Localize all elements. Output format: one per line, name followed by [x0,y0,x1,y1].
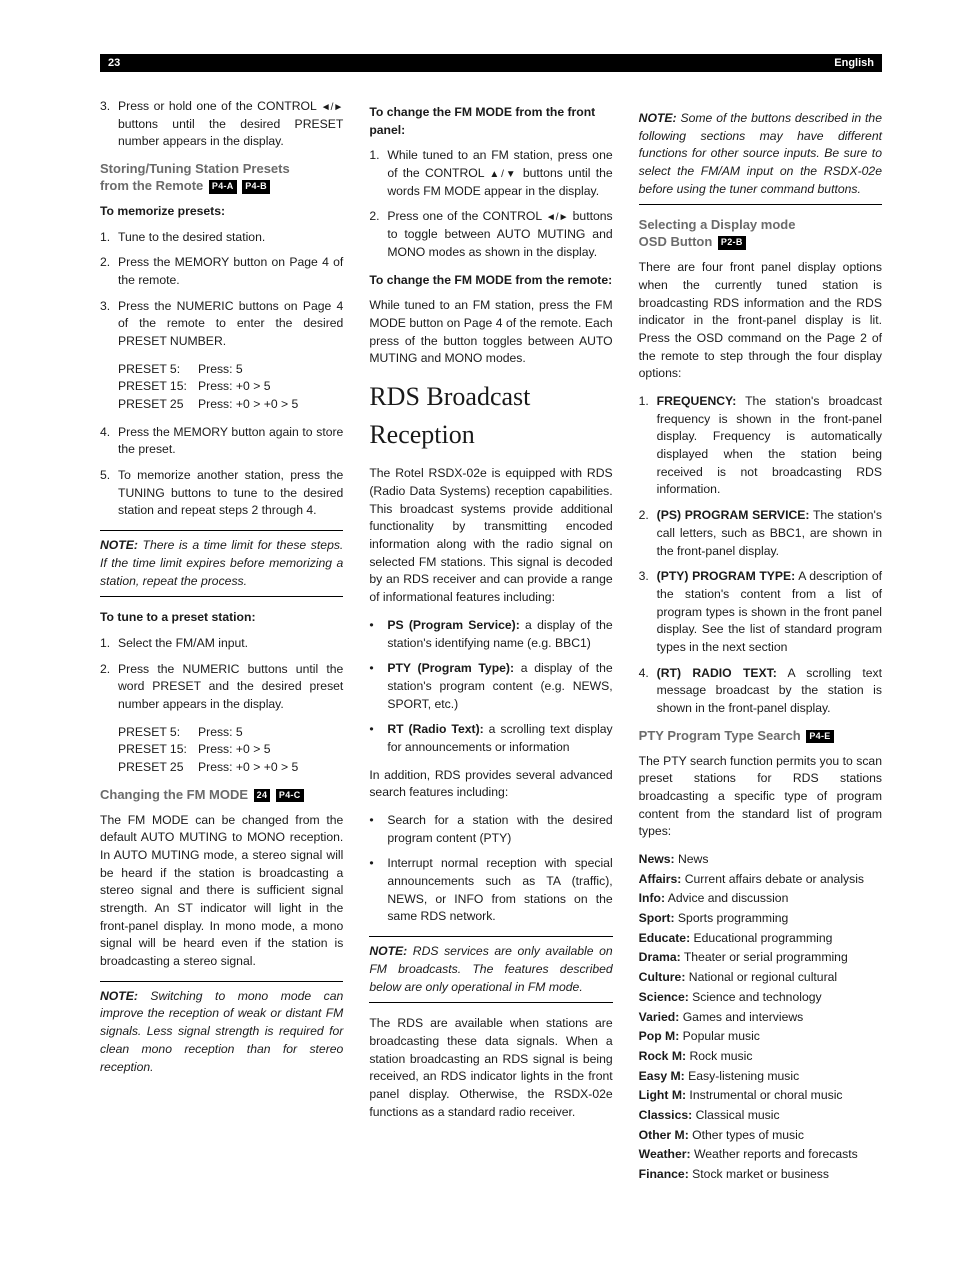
preset-examples: PRESET 5:Press: 5 PRESET 15:Press: +0 > … [118,361,343,414]
note-block: NOTE: Some of the buttons described in t… [639,104,882,205]
pty-row: Drama: Theater or serial programming [639,949,882,967]
heading-pty: PTY Program Type Search P4-E [639,728,882,745]
tag-p2b: P2-B [718,236,746,250]
page-language: English [834,57,874,69]
left-right-icon: ◄/► [546,212,569,223]
heading-fm-front: To change the FM MODE from the front pan… [369,104,612,139]
note-block: NOTE: RDS services are only available on… [369,936,612,1003]
pty-row: Rock M: Rock music [639,1048,882,1066]
list-item: 1.While tuned to an FM station, press on… [369,147,612,200]
pty-row: Varied: Games and interviews [639,1009,882,1027]
list-item: 3.(PTY) PROGRAM TYPE: A description of t… [639,568,882,656]
tag-p4e: P4-E [806,730,833,744]
note-label: NOTE: [369,944,407,958]
paragraph: The FM MODE can be changed from the defa… [100,812,343,971]
list-item: 4.Press the MEMORY button again to store… [100,424,343,459]
left-right-icon: ◄/► [321,102,344,113]
preset-examples: PRESET 5:Press: 5 PRESET 15:Press: +0 > … [118,724,343,777]
list-item: 3. Press or hold one of the CONTROL ◄/► … [100,98,343,151]
note-label: NOTE: [100,538,138,552]
pty-row: Pop M: Popular music [639,1028,882,1046]
heading-storing: Storing/Tuning Station Presets from the … [100,161,343,195]
paragraph: The PTY search function permits you to s… [639,753,882,841]
list-item: 5.To memorize another station, press the… [100,467,343,520]
bullet-item: •Interrupt normal reception with special… [369,855,612,926]
paragraph: The RDS are available when stations are … [369,1015,612,1121]
note-label: NOTE: [639,111,677,125]
column-2: To change the FM MODE from the front pan… [369,98,612,1186]
list-item: 2.Press the NUMERIC buttons until the wo… [100,661,343,714]
heading-fm-remote: To change the FM MODE from the remote: [369,272,612,290]
pty-row: Weather: Weather reports and forecasts [639,1146,882,1164]
pty-row: Educate: Educational programming [639,930,882,948]
list-item: 2.Press the MEMORY button on Page 4 of t… [100,254,343,289]
list-item: 1.FREQUENCY: The station's broadcast fre… [639,393,882,499]
list-item: 1.Select the FM/AM input. [100,635,343,653]
pty-row: Finance: Stock market or business [639,1166,882,1184]
paragraph: While tuned to an FM station, press the … [369,297,612,368]
table-row: PRESET 5:Press: 5 [118,724,343,742]
pty-row: Easy M: Easy-listening music [639,1068,882,1086]
pty-row: Classics: Classical music [639,1107,882,1125]
page-header: 23 English [100,54,882,72]
bullet-item: •PTY (Program Type): a display of the st… [369,660,612,713]
heading-tune-preset: To tune to a preset station: [100,609,343,627]
table-row: PRESET 25Press: +0 > +0 > 5 [118,759,343,777]
paragraph: The Rotel RSDX-02e is equipped with RDS … [369,465,612,607]
pty-row: Info: Advice and discussion [639,890,882,908]
paragraph: There are four front panel display optio… [639,259,882,383]
list-number: 3. [100,98,118,151]
list-item: 2.(PS) PROGRAM SERVICE: The station's ca… [639,507,882,560]
list-body: Press or hold one of the CONTROL ◄/► but… [118,98,343,151]
bullet-item: •RT (Radio Text): a scrolling text displ… [369,721,612,756]
pty-row: Other M: Other types of music [639,1127,882,1145]
table-row: PRESET 25Press: +0 > +0 > 5 [118,396,343,414]
list-item: 3.Press the NUMERIC buttons on Page 4 of… [100,298,343,351]
note-label: NOTE: [100,989,138,1003]
columns: 3. Press or hold one of the CONTROL ◄/► … [100,98,882,1186]
up-down-icon: ▲/▼ [489,169,517,180]
column-1: 3. Press or hold one of the CONTROL ◄/► … [100,98,343,1186]
heading-fm-mode: Changing the FM MODE 24 P4-C [100,787,343,804]
pty-row: Light M: Instrumental or choral music [639,1087,882,1105]
list-item: 1.Tune to the desired station. [100,229,343,247]
list-item: 4.(RT) RADIO TEXT: A scrolling text mess… [639,665,882,718]
note-block: NOTE: There is a time limit for these st… [100,530,343,597]
pty-row: Culture: National or regional cultural [639,969,882,987]
pty-row: Sport: Sports programming [639,910,882,928]
heading-memorize: To memorize presets: [100,203,343,221]
column-3: NOTE: Some of the buttons described in t… [639,98,882,1186]
tag-p4b: P4-B [242,180,270,194]
bullet-item: •Search for a station with the desired p… [369,812,612,847]
note-block: NOTE: Switching to mono mode can improve… [100,981,343,1082]
heading-display-mode: Selecting a Display mode OSD Button P2-B [639,217,882,251]
table-row: PRESET 15:Press: +0 > 5 [118,378,343,396]
tag-p4a: P4-A [209,180,237,194]
pty-row: Science: Science and technology [639,989,882,1007]
tag-p4c: P4-C [276,789,304,803]
table-row: PRESET 15:Press: +0 > 5 [118,741,343,759]
bullet-item: •PS (Program Service): a display of the … [369,617,612,652]
pty-row: Affairs: Current affairs debate or analy… [639,871,882,889]
page-number: 23 [108,57,120,69]
section-heading-rds: RDS Broadcast Reception [369,378,612,453]
list-item: 2.Press one of the CONTROL ◄/► buttons t… [369,208,612,261]
tag-24: 24 [254,789,271,803]
paragraph: In addition, RDS provides several advanc… [369,767,612,802]
pty-row: News: News [639,851,882,869]
table-row: PRESET 5:Press: 5 [118,361,343,379]
pty-type-list: News: News Affairs: Current affairs debat… [639,851,882,1184]
manual-page: 23 English 3. Press or hold one of the C… [0,0,954,1272]
